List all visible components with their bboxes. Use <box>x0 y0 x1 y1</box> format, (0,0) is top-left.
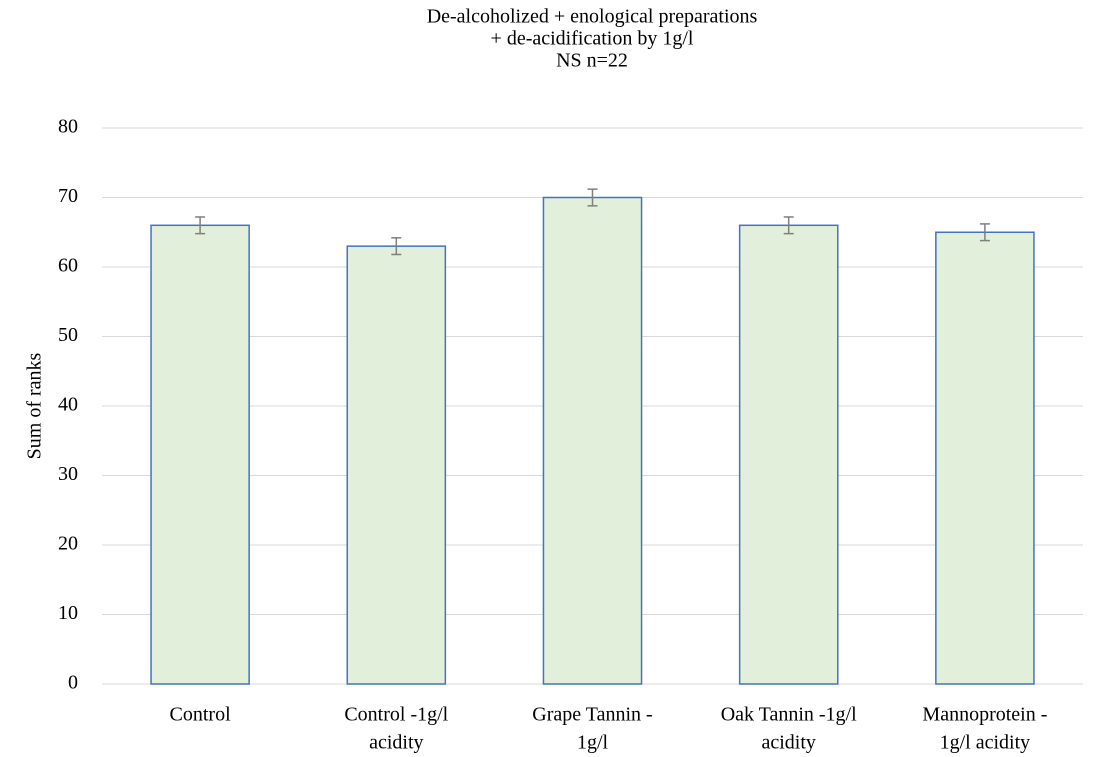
x-tick-label: Control <box>170 704 232 726</box>
x-tick-label: acidity <box>761 732 815 754</box>
chart-title: De-alcoholized + enological preparations <box>427 6 758 28</box>
bar <box>738 224 839 685</box>
chart-title: + de-acidification by 1g/l <box>491 28 694 50</box>
bar <box>542 196 643 685</box>
error-bar <box>587 188 598 207</box>
y-tick-label: 20 <box>58 533 78 555</box>
y-tick-label: 70 <box>58 185 78 207</box>
bar <box>935 231 1035 685</box>
error-bar <box>195 216 206 235</box>
y-tick-label: 50 <box>58 324 78 346</box>
x-tick-label: 1g/l <box>577 732 609 754</box>
y-tick-label: 0 <box>68 672 78 694</box>
x-tick-label: Grape Tannin - <box>532 704 652 726</box>
y-tick-label: 30 <box>58 463 78 485</box>
y-tick-label: 80 <box>58 116 78 138</box>
bar <box>346 245 447 685</box>
x-tick-label: Control -1g/l <box>344 704 448 726</box>
x-tick-label: acidity <box>369 732 423 754</box>
x-tick-label: Mannoprotein - <box>922 704 1047 726</box>
chart-title: NS n=22 <box>556 50 628 72</box>
x-tick-label: Oak Tannin -1g/l <box>721 704 857 726</box>
y-tick-label: 40 <box>58 394 78 416</box>
error-bar <box>783 216 794 235</box>
y-tick-label: 10 <box>58 602 78 624</box>
error-bar <box>391 237 402 256</box>
bar <box>150 224 250 685</box>
x-tick-label: 1g/l acidity <box>940 732 1031 754</box>
y-tick-label: 60 <box>58 255 78 277</box>
error-bar <box>979 223 990 242</box>
y-axis-label: Sum of ranks <box>24 352 46 459</box>
